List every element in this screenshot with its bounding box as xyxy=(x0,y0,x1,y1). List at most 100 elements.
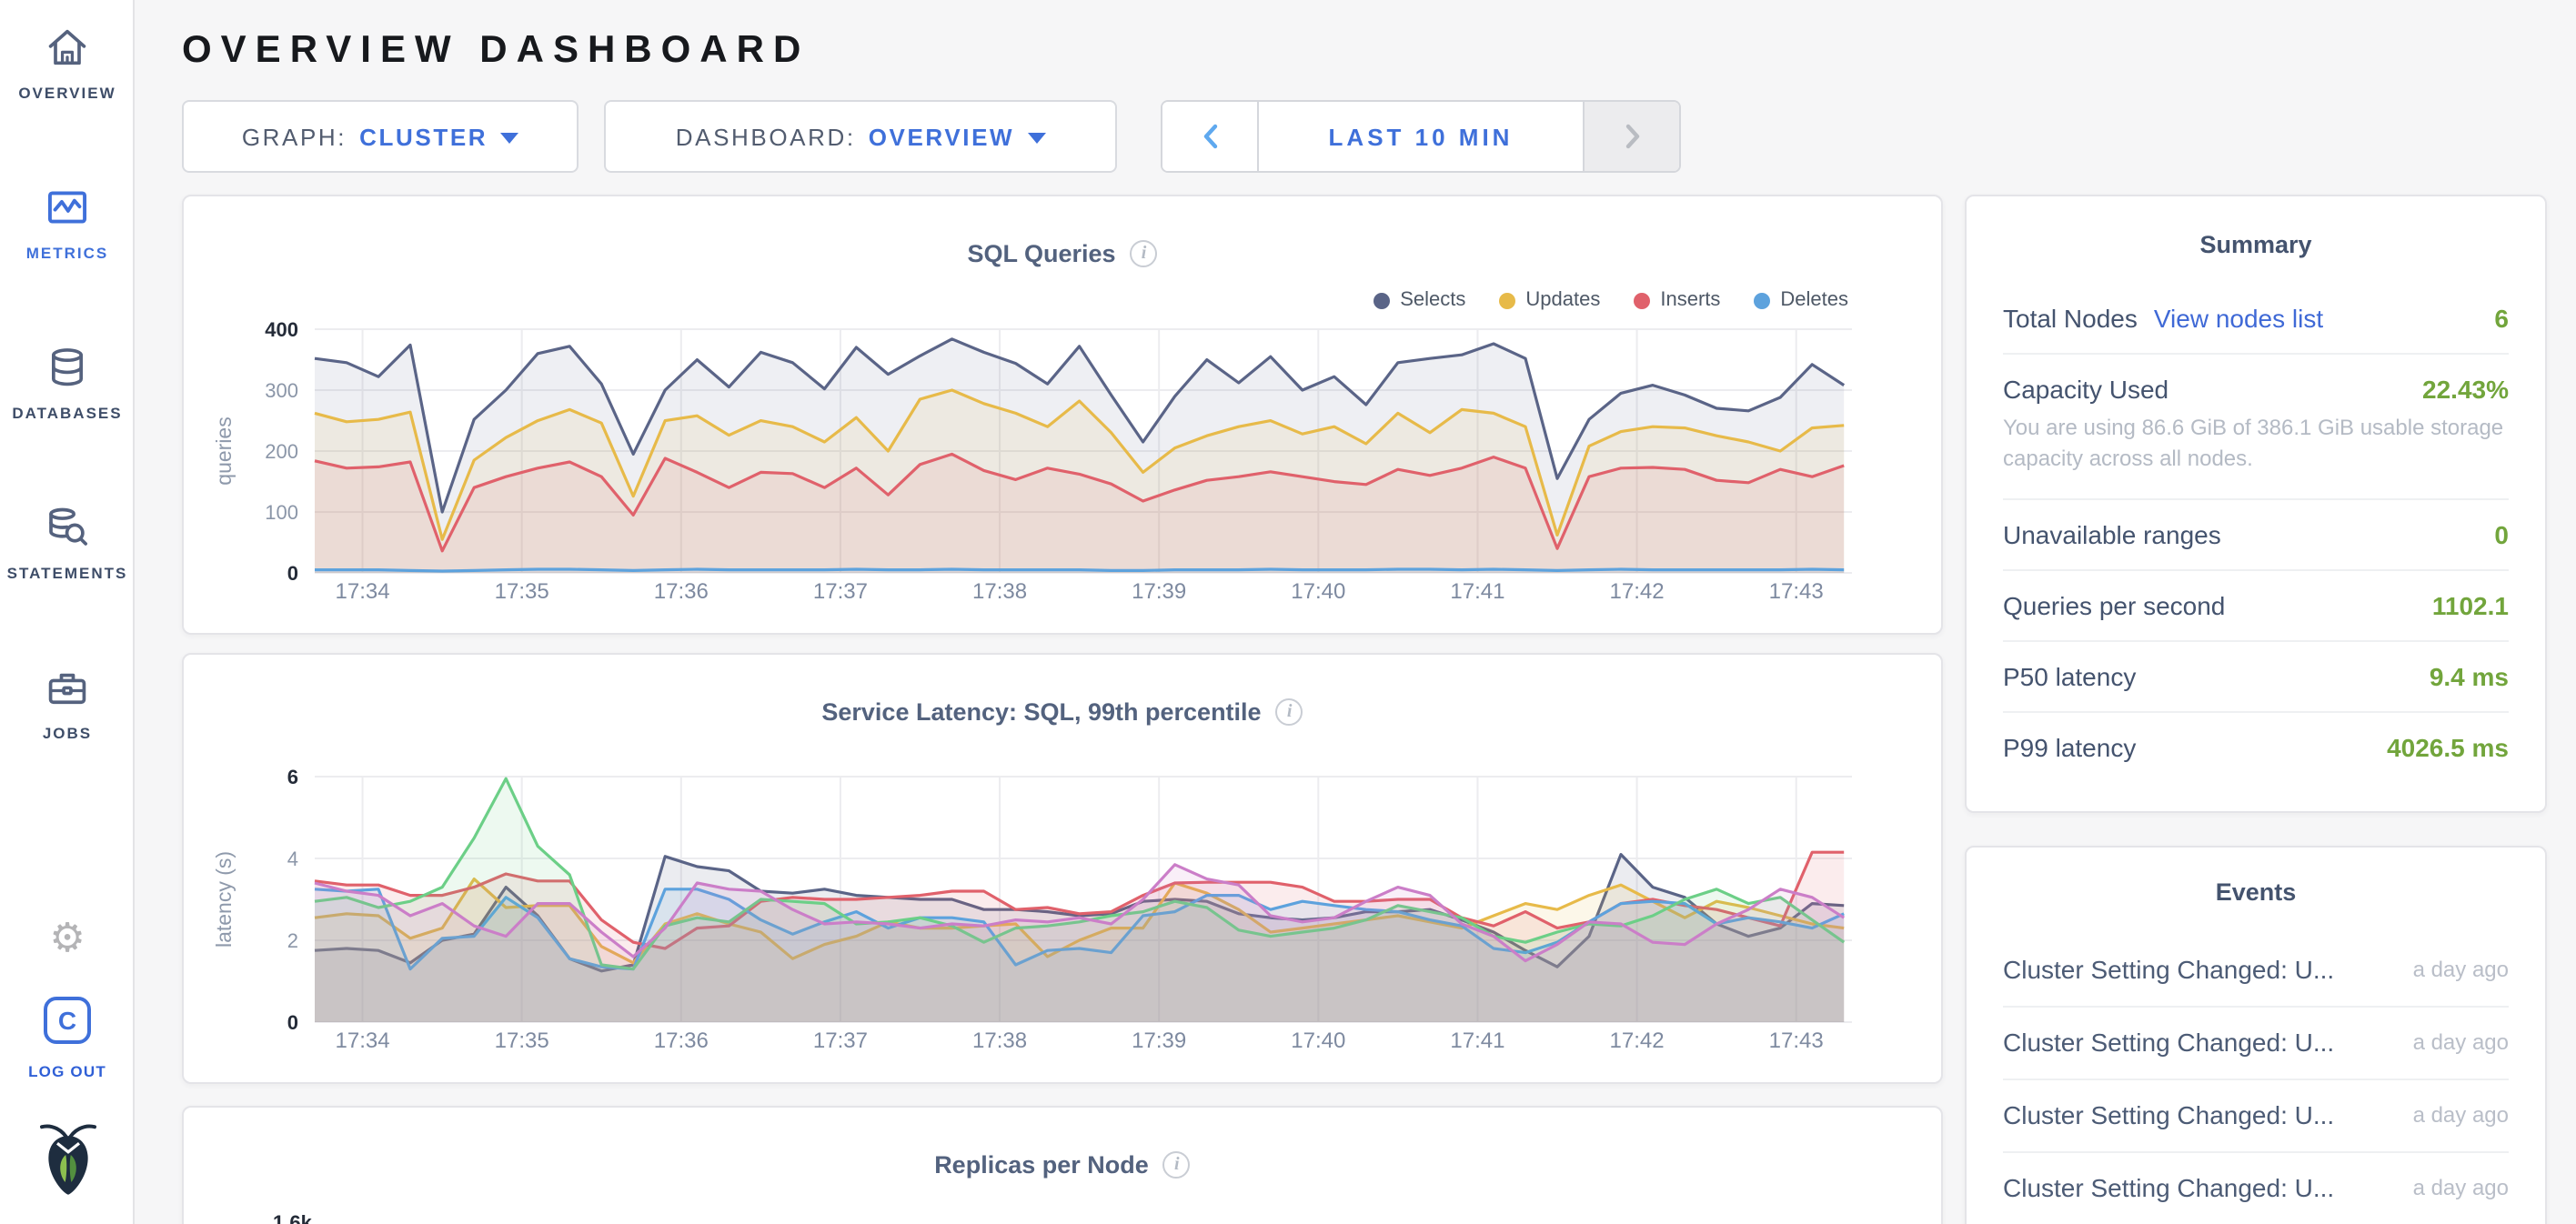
charts-column: 0 100 200 300 400 17:34 17:35 17:36 17:37 17:38 17… xyxy=(182,195,1943,1224)
svg-text:17:37: 17:37 xyxy=(813,579,868,604)
p50-latency-value: 9.4 ms xyxy=(2429,661,2509,691)
total-nodes-label: Total Nodes xyxy=(2003,304,2138,333)
dashboard-dropdown[interactable]: DASHBOARD: OVERVIEW xyxy=(604,100,1117,173)
sidebar-item-jobs[interactable]: JOBS xyxy=(0,664,135,742)
sidebar-item-metrics[interactable]: METRICS xyxy=(0,184,135,262)
chart-legend: Selects Updates Inserts Deletes xyxy=(1373,289,1848,311)
gear-icon: ⚙ xyxy=(49,917,86,962)
chart-title: SQL Queries xyxy=(967,240,1116,267)
svg-text:17:36: 17:36 xyxy=(654,1028,709,1053)
summary-row-p50: P50 latency 9.4 ms xyxy=(2003,642,2509,713)
event-list-item: Cluster Setting Changed: U... a day ago xyxy=(2003,1008,2509,1080)
chart-svg: 0 100 200 300 400 17:34 17:35 17:36 17:37 17:38 17… xyxy=(212,318,1852,604)
user-c-icon: C xyxy=(44,997,91,1044)
svg-text:17:43: 17:43 xyxy=(1769,1028,1824,1053)
dashboard-controls: GRAPH: CLUSTER DASHBOARD: OVERVIEW LAST … xyxy=(182,100,2547,173)
event-title: Cluster Setting Changed: U... xyxy=(2003,1173,2335,1203)
summary-title: Summary xyxy=(2199,231,2312,258)
event-time: a day ago xyxy=(2412,1175,2509,1201)
summary-row-unavailable-ranges: Unavailable ranges 0 xyxy=(2003,500,2509,571)
svg-text:17:40: 17:40 xyxy=(1291,1028,1345,1053)
info-icon[interactable]: i xyxy=(1130,240,1158,267)
replicas-per-node-chart-card: Replicas per Node i 1.6k xyxy=(182,1106,1943,1224)
home-icon xyxy=(44,24,91,71)
event-time: a day ago xyxy=(2412,957,2509,983)
svg-text:17:39: 17:39 xyxy=(1132,579,1186,604)
svg-text:17:38: 17:38 xyxy=(972,579,1027,604)
time-prev-button[interactable] xyxy=(1162,102,1257,171)
svg-text:17:35: 17:35 xyxy=(495,1028,549,1053)
sidebar-item-label: JOBS xyxy=(42,724,93,742)
capacity-used-value: 22.43% xyxy=(2422,375,2509,404)
capacity-caption: You are using 86.6 GiB of 386.1 GiB usab… xyxy=(2003,415,2504,472)
summary-row-capacity: Capacity Used 22.43% You are using 86.6 … xyxy=(2003,355,2509,500)
dashboard-dropdown-value: OVERVIEW xyxy=(868,123,1015,150)
event-title: Cluster Setting Changed: U... xyxy=(2003,1100,2335,1130)
svg-text:300: 300 xyxy=(265,379,298,402)
unavailable-ranges-label: Unavailable ranges xyxy=(2003,519,2221,549)
graph-dropdown[interactable]: GRAPH: CLUSTER xyxy=(182,100,579,173)
legend-label: Inserts xyxy=(1660,289,1721,311)
main-content: OVERVIEW DASHBOARD GRAPH: CLUSTER DASHBO… xyxy=(135,0,2576,1224)
svg-text:17:34: 17:34 xyxy=(336,579,390,604)
chart-header: Replicas per Node i xyxy=(184,1151,1941,1179)
graph-dropdown-value: CLUSTER xyxy=(359,123,488,150)
events-list: Cluster Setting Changed: U... a day ago … xyxy=(2003,935,2509,1224)
legend-item-updates[interactable]: Updates xyxy=(1498,289,1600,311)
chevron-left-icon xyxy=(1202,124,1217,149)
legend-dot xyxy=(1373,292,1390,308)
service-latency-chart-card: 0 2 4 6 17:34 17:35 17:36 17:37 17:38 17:39 17:40 1… xyxy=(182,653,1943,1084)
svg-text:0: 0 xyxy=(287,1011,298,1034)
svg-text:2: 2 xyxy=(287,929,298,952)
event-list-item: Cluster Setting Changed: U... a day ago xyxy=(2003,1153,2509,1224)
legend-dot xyxy=(1633,292,1650,308)
svg-text:queries: queries xyxy=(212,416,236,485)
p99-latency-label: P99 latency xyxy=(2003,732,2137,762)
page-title: OVERVIEW DASHBOARD xyxy=(182,29,810,71)
sidebar-item-overview[interactable]: OVERVIEW xyxy=(0,24,135,102)
logout-label: LOG OUT xyxy=(28,1062,106,1080)
svg-text:17:34: 17:34 xyxy=(336,1028,390,1053)
summary-row-total-nodes: Total Nodes View nodes list 6 xyxy=(2003,284,2509,355)
svg-text:200: 200 xyxy=(265,440,298,463)
sidebar-item-label: OVERVIEW xyxy=(18,84,116,102)
service-latency-chart[interactable]: 0 2 4 6 17:34 17:35 17:36 17:37 17:38 17:39 17:40 1… xyxy=(184,655,1941,1091)
statements-icon xyxy=(44,504,91,551)
capacity-used-label: Capacity Used xyxy=(2003,375,2169,404)
time-next-button[interactable] xyxy=(1585,102,1679,171)
summary-row-qps: Queries per second 1102.1 xyxy=(2003,571,2509,642)
legend-item-selects[interactable]: Selects xyxy=(1373,289,1465,311)
cockroach-icon xyxy=(39,1124,96,1195)
y-axis-tick: 1.6k xyxy=(273,1213,312,1224)
total-nodes-value: 6 xyxy=(2494,304,2509,333)
sidebar: OVERVIEW METRICS DATABASES xyxy=(0,0,135,1224)
dashboard-dropdown-label: DASHBOARD: xyxy=(675,123,856,150)
legend-item-inserts[interactable]: Inserts xyxy=(1633,289,1720,311)
p50-latency-label: P50 latency xyxy=(2003,661,2137,691)
sidebar-item-databases[interactable]: DATABASES xyxy=(0,344,135,422)
databases-icon xyxy=(44,344,91,391)
legend-item-deletes[interactable]: Deletes xyxy=(1753,289,1848,311)
chart-svg: 0 2 4 6 17:34 17:35 17:36 17:37 17:38 17:39 17:40 1… xyxy=(212,766,1852,1053)
chart-title: Replicas per Node xyxy=(934,1151,1149,1179)
logout-button[interactable]: C LOG OUT xyxy=(0,997,135,1086)
chart-header: SQL Queries i xyxy=(184,240,1941,267)
qps-label: Queries per second xyxy=(2003,590,2226,620)
chevron-down-icon xyxy=(1027,132,1046,143)
svg-text:100: 100 xyxy=(265,501,298,524)
time-range-value[interactable]: LAST 10 MIN xyxy=(1257,102,1585,171)
unavailable-ranges-value: 0 xyxy=(2494,519,2509,549)
sidebar-item-label: METRICS xyxy=(25,244,109,262)
sidebar-item-statements[interactable]: STATEMENTS xyxy=(0,504,135,582)
info-icon[interactable]: i xyxy=(1275,698,1303,726)
qps-value: 1102.1 xyxy=(2431,590,2509,620)
summary-panel: Summary Total Nodes View nodes list 6 Ca… xyxy=(1965,195,2547,813)
right-column: Summary Total Nodes View nodes list 6 Ca… xyxy=(1965,195,2547,1224)
p99-latency-value: 4026.5 ms xyxy=(2387,732,2509,762)
info-icon[interactable]: i xyxy=(1162,1151,1191,1179)
settings-button[interactable]: ⚙ xyxy=(0,917,135,962)
sql-queries-chart[interactable]: 0 100 200 300 400 17:34 17:35 17:36 17:37 17:38 17… xyxy=(184,196,1941,642)
view-nodes-list-link[interactable]: View nodes list xyxy=(2153,304,2324,333)
svg-text:17:41: 17:41 xyxy=(1450,579,1504,604)
svg-text:0: 0 xyxy=(287,562,298,585)
